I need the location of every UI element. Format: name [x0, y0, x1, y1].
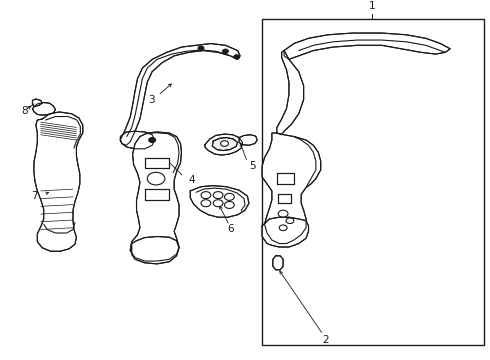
Polygon shape [130, 132, 181, 261]
Polygon shape [277, 50, 304, 135]
Polygon shape [121, 44, 240, 145]
Circle shape [201, 192, 211, 199]
Circle shape [286, 218, 294, 224]
Circle shape [220, 141, 228, 147]
Polygon shape [145, 158, 169, 168]
Polygon shape [205, 134, 243, 155]
Circle shape [279, 225, 287, 230]
Circle shape [224, 193, 234, 201]
Circle shape [201, 200, 211, 207]
Circle shape [213, 192, 223, 199]
Text: 3: 3 [148, 95, 154, 105]
Polygon shape [121, 131, 155, 149]
Polygon shape [32, 103, 55, 115]
Polygon shape [239, 135, 257, 145]
Polygon shape [284, 33, 450, 59]
Circle shape [222, 49, 228, 53]
Text: 1: 1 [369, 1, 375, 11]
Circle shape [147, 172, 165, 185]
Polygon shape [262, 133, 321, 243]
Text: 4: 4 [189, 175, 196, 185]
Circle shape [278, 210, 288, 217]
Text: 6: 6 [227, 225, 234, 234]
Polygon shape [32, 99, 42, 107]
Text: 2: 2 [322, 335, 329, 345]
Circle shape [198, 46, 204, 50]
Circle shape [224, 202, 234, 208]
Polygon shape [277, 174, 294, 184]
Circle shape [149, 138, 156, 143]
Circle shape [234, 55, 240, 59]
Polygon shape [273, 256, 283, 270]
Polygon shape [34, 112, 83, 251]
Bar [262, 19, 485, 345]
Polygon shape [212, 138, 238, 150]
Polygon shape [132, 237, 179, 264]
Polygon shape [278, 194, 292, 203]
Polygon shape [145, 189, 169, 200]
Text: 5: 5 [249, 161, 255, 171]
Polygon shape [262, 217, 309, 247]
Text: 8: 8 [21, 106, 27, 116]
Polygon shape [190, 186, 249, 217]
Text: 7: 7 [31, 191, 37, 201]
Circle shape [213, 200, 223, 207]
